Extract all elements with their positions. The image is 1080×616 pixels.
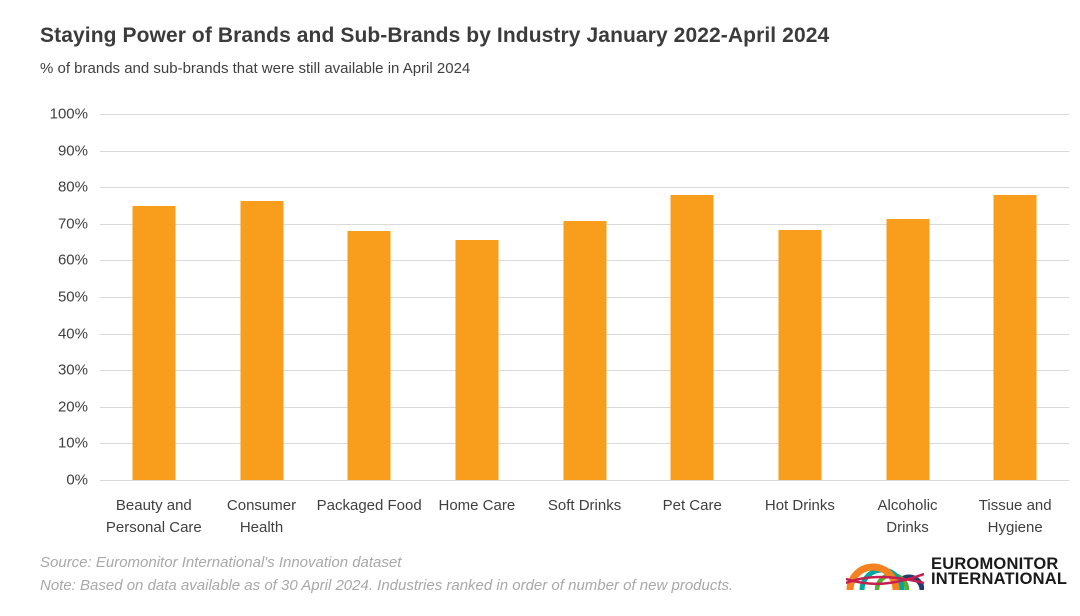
bar-column-soft-drinks (531, 114, 639, 480)
plot-area (100, 114, 1069, 481)
x-axis: Beauty and Personal Care Consumer Health P… (100, 495, 1069, 539)
x-label-column-consumer-health: Consumer Health (208, 495, 316, 539)
x-axis-category-label: Packaged Food (316, 497, 422, 514)
euromonitor-logo: EUROMONITOR INTERNATIONAL (846, 551, 1067, 593)
gridline (100, 480, 1069, 481)
y-axis-tick-label: 30% (57, 361, 88, 379)
gridline (100, 187, 1069, 189)
footer: Source: Euromonitor International's Inno… (40, 551, 733, 598)
bar-soft-drinks (563, 221, 607, 480)
gridline (100, 114, 1069, 115)
x-axis-category-label: Tissue and Hygiene (978, 497, 1052, 536)
bar-consumer-health (240, 200, 283, 480)
x-axis-category-label: Consumer Health (226, 497, 297, 536)
x-label-column-soft-drinks: Soft Drinks (531, 495, 639, 539)
bar-column-home-care (423, 114, 531, 480)
x-label-column-home-care: Home Care (423, 495, 531, 539)
x-axis-category-label: Alcoholic Drinks (877, 497, 938, 536)
logo-line2: INTERNATIONAL (931, 570, 1068, 588)
y-axis: 0% 10% 20% 30% 40% 50% 60% 70% 80% 90% 100% (30, 106, 88, 489)
bar-alcoholic-drinks (886, 219, 930, 480)
x-axis-category-label: Hot Drinks (764, 497, 835, 514)
x-label-column-hot-drinks: Hot Drinks (746, 495, 854, 539)
bar-pet-care (670, 194, 714, 480)
y-axis-tick-label: 10% (57, 434, 88, 452)
bar-column-consumer-health (208, 114, 316, 480)
bar-column-hot-drinks (746, 114, 854, 480)
euromonitor-logo-arcs-icon (846, 563, 924, 591)
y-axis-tick-label: 50% (57, 288, 88, 306)
bar-column-alcoholic-drinks (854, 114, 962, 480)
x-label-column-beauty-and-personal-care: Beauty and Personal Care (100, 495, 208, 539)
source-text: Source: Euromonitor International's Inno… (40, 554, 402, 571)
y-axis-tick-label: 100% (49, 105, 88, 123)
bar-column-tissue-and-hygiene (961, 114, 1069, 480)
bar-tissue-and-hygiene (993, 194, 1037, 480)
logo-line1: EUROMONITOR (931, 554, 1059, 573)
x-axis-category-label: Beauty and Personal Care (105, 497, 202, 536)
y-axis-tick-label: 80% (57, 178, 88, 196)
y-axis-tick-label: 40% (57, 325, 88, 343)
x-label-column-packaged-food: Packaged Food (315, 495, 423, 539)
bar-column-beauty-and-personal-care (100, 114, 208, 480)
bars-row (100, 114, 1069, 480)
x-label-column-tissue-and-hygiene: Tissue and Hygiene (961, 495, 1069, 539)
y-axis-tick-label: 0% (66, 471, 88, 489)
x-label-column-alcoholic-drinks: Alcoholic Drinks (854, 495, 962, 539)
logo-wordmark: EUROMONITOR INTERNATIONAL (931, 554, 1068, 588)
x-label-column-pet-care: Pet Care (638, 495, 746, 539)
bar-hot-drinks (778, 230, 822, 480)
bar-column-packaged-food (315, 114, 423, 480)
gridline (100, 150, 1069, 152)
bar-column-pet-care (638, 114, 746, 480)
y-axis-tick-label: 90% (57, 142, 88, 160)
bar-packaged-food (347, 230, 391, 480)
note-text: Note: Based on data available as of 30 A… (40, 577, 734, 595)
y-axis-tick-label: 20% (57, 398, 88, 416)
x-axis-category-label: Home Care (438, 497, 516, 514)
bar-home-care (455, 239, 499, 480)
x-axis-category-label: Soft Drinks (547, 497, 622, 514)
y-axis-tick-label: 70% (57, 215, 88, 233)
bar-beauty-and-personal-care (132, 206, 176, 480)
chart-subtitle: % of brands and sub-brands that were sti… (40, 60, 471, 77)
y-axis-tick-label: 60% (57, 251, 88, 269)
x-axis-category-label: Pet Care (662, 497, 722, 514)
chart-title: Staying Power of Brands and Sub-Brands b… (40, 24, 830, 47)
